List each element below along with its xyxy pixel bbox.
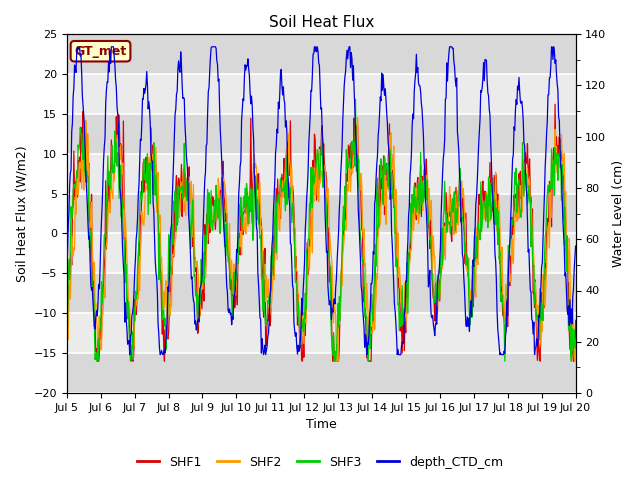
Y-axis label: Water Level (cm): Water Level (cm) <box>612 160 625 267</box>
Bar <box>67 274 575 313</box>
Y-axis label: Soil Heat Flux (W/m2): Soil Heat Flux (W/m2) <box>15 145 28 282</box>
Bar <box>67 74 575 114</box>
Bar <box>67 114 575 154</box>
Bar <box>67 193 575 233</box>
Bar <box>67 313 575 353</box>
Bar <box>67 154 575 193</box>
Bar <box>67 34 575 74</box>
Legend: SHF1, SHF2, SHF3, depth_CTD_cm: SHF1, SHF2, SHF3, depth_CTD_cm <box>132 451 508 474</box>
Text: GT_met: GT_met <box>74 45 127 58</box>
Bar <box>67 353 575 393</box>
X-axis label: Time: Time <box>306 419 337 432</box>
Title: Soil Heat Flux: Soil Heat Flux <box>269 15 374 30</box>
Bar <box>67 233 575 274</box>
